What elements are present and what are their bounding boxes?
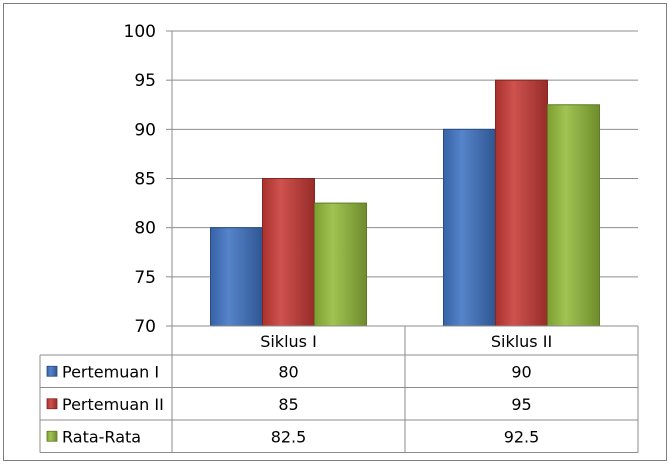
legend-swatch [46, 365, 58, 377]
data-table: Siklus I Siklus II Pertemuan I 80 90 Pertemua… [39, 325, 639, 453]
table-value: 80 [278, 362, 298, 381]
y-tick-label: 80 [134, 219, 156, 239]
y-tick-label: 95 [134, 71, 156, 91]
table-value: 85 [278, 395, 298, 414]
legend-swatch [46, 430, 58, 442]
category-label: Siklus II [491, 332, 552, 351]
table-value: 95 [511, 395, 531, 414]
y-tick-label: 90 [134, 120, 156, 140]
table-value: 90 [511, 362, 531, 381]
y-tick-label: 70 [134, 317, 156, 337]
bar [495, 79, 548, 327]
y-tick-label: 100 [124, 22, 156, 42]
category-label: Siklus I [260, 332, 317, 351]
table-value: 82.5 [271, 427, 307, 446]
legend-label: Pertemuan I [62, 362, 159, 381]
bar [210, 227, 263, 327]
bar [443, 128, 496, 327]
y-tick-label: 85 [134, 170, 156, 190]
y-axis-ticks: 70 75 80 85 90 95 100 [124, 22, 156, 337]
legend-label: Pertemuan II [62, 395, 164, 414]
bar [262, 178, 315, 327]
legend-swatch [46, 398, 58, 410]
bars [210, 79, 600, 327]
bar [547, 104, 600, 327]
table-value: 92.5 [504, 427, 540, 446]
legend-label: Rata-Rata [62, 427, 141, 446]
y-tick-label: 75 [134, 268, 156, 288]
bar [314, 202, 367, 327]
